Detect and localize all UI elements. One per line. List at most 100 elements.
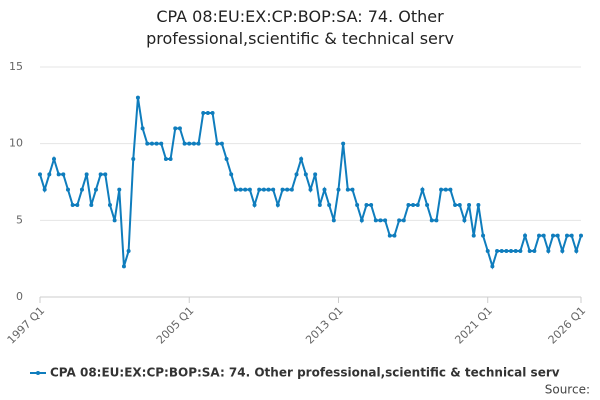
marker: [182, 141, 187, 146]
marker: [75, 203, 80, 207]
marker: [383, 218, 388, 223]
marker: [191, 141, 196, 146]
marker: [504, 249, 509, 253]
marker: [336, 187, 341, 192]
marker: [38, 172, 42, 177]
marker: [117, 187, 122, 192]
marker: [490, 264, 495, 269]
marker: [135, 95, 140, 100]
marker: [471, 233, 476, 238]
marker: [107, 203, 112, 207]
chart-title: CPA 08:EU:EX:CP:BOP:SA: 74. Other profes…: [146, 7, 454, 48]
marker: [378, 218, 383, 223]
marker: [163, 157, 168, 161]
marker: [275, 203, 280, 207]
marker: [294, 172, 299, 177]
marker: [401, 218, 406, 223]
marker: [247, 187, 252, 192]
marker: [555, 233, 560, 238]
marker: [439, 187, 444, 192]
marker: [201, 111, 206, 115]
marker: [210, 111, 215, 115]
marker: [84, 172, 89, 177]
marker: [257, 187, 262, 192]
marker: [261, 187, 266, 192]
marker: [457, 203, 462, 207]
marker: [537, 233, 542, 238]
marker: [131, 157, 136, 161]
marker: [518, 249, 523, 253]
marker: [364, 203, 369, 207]
marker: [233, 187, 238, 192]
marker: [369, 203, 374, 207]
marker: [70, 203, 75, 207]
marker: [527, 249, 532, 253]
marker: [317, 203, 322, 207]
marker: [546, 249, 551, 253]
marker: [187, 141, 192, 146]
marker: [443, 187, 448, 192]
marker: [79, 187, 84, 192]
marker: [387, 233, 392, 238]
marker: [579, 233, 583, 238]
x-tick-label: 2021 Q1: [452, 304, 495, 347]
marker: [266, 187, 271, 192]
marker: [331, 218, 336, 223]
marker: [243, 187, 248, 192]
marker: [224, 157, 229, 161]
marker: [574, 249, 579, 253]
marker: [411, 203, 416, 207]
source: Source:: [545, 383, 590, 397]
marker: [229, 172, 234, 177]
x-tick-label: 2013 Q1: [303, 304, 346, 347]
marker: [61, 172, 66, 177]
legend-label: CPA 08:EU:EX:CP:BOP:SA: 74. Other profes…: [50, 366, 560, 380]
marker: [341, 141, 346, 146]
marker: [121, 264, 126, 269]
marker: [252, 203, 257, 207]
marker: [51, 157, 56, 161]
marker: [462, 218, 467, 223]
marker: [149, 141, 154, 146]
marker: [541, 233, 546, 238]
marker: [448, 187, 453, 192]
marker: [509, 249, 514, 253]
marker: [434, 218, 439, 223]
y-tick-label: 15: [9, 60, 23, 73]
marker: [168, 157, 173, 161]
marker: [560, 249, 565, 253]
marker: [154, 141, 159, 146]
marker: [453, 203, 458, 207]
y-tick-label: 0: [16, 290, 23, 303]
marker: [429, 218, 434, 223]
marker: [350, 187, 355, 192]
marker: [532, 249, 537, 253]
marker: [485, 249, 490, 253]
marker: [285, 187, 290, 192]
marker: [420, 187, 425, 192]
marker: [299, 157, 304, 161]
marker: [238, 187, 243, 192]
marker: [98, 172, 103, 177]
marker: [56, 172, 61, 177]
marker: [177, 126, 182, 131]
marker: [303, 172, 308, 177]
marker: [345, 187, 350, 192]
marker: [513, 249, 518, 253]
marker: [467, 203, 472, 207]
marker: [289, 187, 294, 192]
marker: [112, 218, 117, 223]
y-tick-label: 10: [9, 137, 23, 150]
title-box: CPA 08:EU:EX:CP:BOP:SA: 74. Other profes…: [0, 6, 600, 50]
marker: [271, 187, 276, 192]
marker: [145, 141, 150, 146]
marker: [415, 203, 420, 207]
marker: [392, 233, 397, 238]
marker: [159, 141, 164, 146]
marker: [327, 203, 332, 207]
marker: [523, 233, 528, 238]
y-tick-label: 5: [16, 213, 23, 226]
marker: [47, 172, 52, 177]
marker: [65, 187, 70, 192]
